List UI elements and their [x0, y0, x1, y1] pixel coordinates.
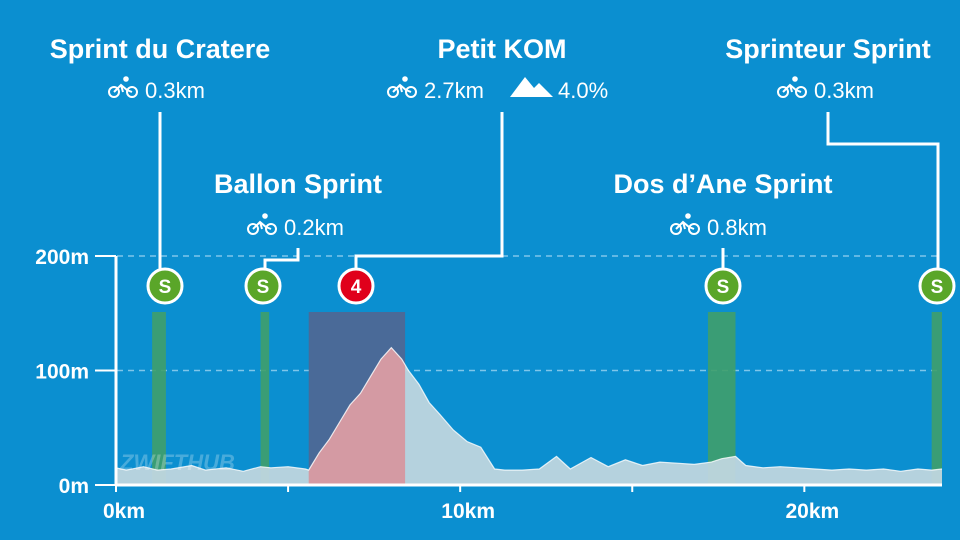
segment-leader-lines: [158, 112, 940, 270]
x-tick-label-0: 0km: [103, 500, 145, 523]
y-tick-label-0: 0m: [59, 475, 89, 498]
elevation-profile-line: [115, 346, 943, 472]
segment-badge-1: [244, 267, 282, 305]
segment-badge-4: [918, 267, 956, 305]
y-tick-label-200: 200m: [35, 246, 89, 269]
segment-title-1: Ballon Sprint: [214, 169, 382, 199]
bicycle-icon-2-wheel-front: [405, 86, 417, 98]
segment-badge-label-0: S: [159, 277, 172, 298]
bicycle-icon-3-frame: [675, 220, 695, 230]
segment-length-2: 2.7km: [424, 78, 484, 103]
bicycle-icon-0-wheel-front: [126, 86, 138, 98]
bicycle-icon-3-wheel-front: [688, 223, 700, 235]
segment-length-1: 0.2km: [284, 215, 344, 240]
bicycle-icon-3: [670, 213, 700, 235]
bicycle-icon-1-head: [262, 213, 268, 219]
segment-length-4: 0.3km: [814, 78, 874, 103]
segment-badge-0: [146, 267, 184, 305]
bicycle-icon-0: [108, 76, 138, 98]
bicycle-icon-0-head: [123, 76, 129, 82]
sprint-zone-4: [931, 312, 942, 485]
bicycle-icon-4-frame: [782, 83, 802, 93]
segment-title-2: Petit KOM: [437, 34, 566, 64]
bicycle-icon-2-frame: [392, 83, 412, 93]
climb-profile-area: [308, 347, 406, 485]
segment-leader-2: [354, 112, 504, 270]
segment-badge-label-3: S: [717, 277, 730, 298]
bicycle-icon-1: [247, 213, 277, 235]
segment-badge-2: [337, 267, 375, 305]
bicycle-icon-3-wheel-back: [670, 223, 682, 235]
bicycle-icon-3-head: [685, 213, 691, 219]
y-tick-label-100: 100m: [35, 361, 89, 384]
axes-layer: 0m 100m 200m 0km 10km 20km: [35, 246, 942, 523]
elevation-profile-layer: [115, 346, 943, 485]
bicycle-icon-1-wheel-front: [265, 223, 277, 235]
bicycle-icon-2: [387, 76, 417, 98]
segment-badge-label-1: S: [257, 277, 270, 298]
elevation-profile-area: [116, 347, 942, 485]
sprint-zone-0: [152, 312, 166, 485]
bicycle-icon-0-frame: [113, 83, 133, 93]
segment-length-0: 0.3km: [145, 78, 205, 103]
sprint-zone-3: [707, 312, 736, 485]
bicycle-icon-4: [777, 76, 807, 98]
segment-title-0: Sprint du Cratere: [50, 34, 271, 64]
watermark-layer: ZWIFTHUB: [119, 450, 235, 475]
segment-badge-label-2: 4: [351, 277, 362, 298]
x-tick-label-10: 10km: [441, 500, 495, 523]
mountain-icon-2: [510, 77, 553, 97]
segment-badges-layer: S S 4 S S: [146, 267, 956, 305]
bicycle-icon-1-frame: [252, 220, 272, 230]
segment-zones-layer: [152, 312, 942, 485]
segment-title-4: Sprinteur Sprint: [725, 34, 931, 64]
bicycle-icon-2-wheel-back: [387, 86, 399, 98]
segment-title-3: Dos d’Ane Sprint: [613, 169, 832, 199]
segment-badge-3: [704, 267, 742, 305]
bicycle-icon-4-head: [792, 76, 798, 82]
segment-length-3: 0.8km: [707, 215, 767, 240]
segment-leader-4: [826, 112, 940, 270]
bicycle-icon-0-wheel-back: [108, 86, 120, 98]
sprint-zone-1: [260, 312, 270, 485]
grid-layer: [95, 255, 942, 372]
bicycle-icon-4-wheel-front: [795, 86, 807, 98]
segment-labels-layer: Sprint du Cratere 0.3km Ballon Sprint 0.2km…: [50, 34, 931, 240]
bicycle-icon-4-wheel-back: [777, 86, 789, 98]
segment-leader-1: [263, 248, 300, 270]
bicycle-icon-1-wheel-back: [247, 223, 259, 235]
segment-badge-label-4: S: [931, 277, 944, 298]
watermark-text: ZWIFTHUB: [119, 450, 235, 475]
segment-gradient-2: 4.0%: [558, 78, 608, 103]
bicycle-icon-2-head: [402, 76, 408, 82]
x-tick-label-20: 20km: [785, 500, 839, 523]
